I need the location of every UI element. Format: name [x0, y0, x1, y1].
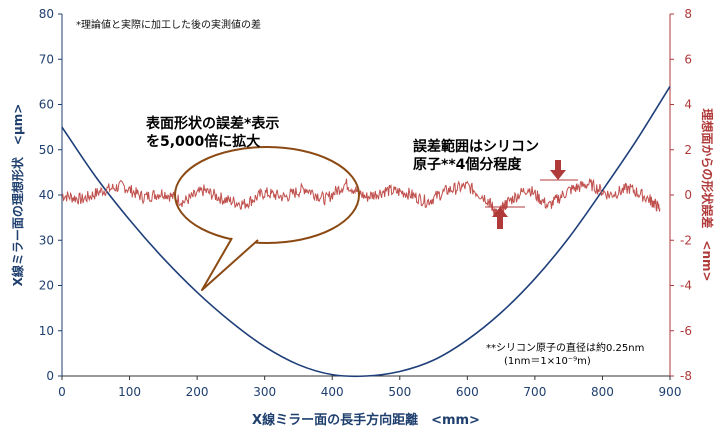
speech-bubble	[174, 146, 360, 291]
right-tick-label: -8	[680, 369, 692, 383]
left-tick-label: 20	[39, 279, 54, 293]
x-tick-label: 900	[659, 385, 682, 399]
x-tick-label: 400	[321, 385, 344, 399]
left-axis-ticks: 0 10 20 30 40 50 60 70 80	[39, 7, 62, 383]
up-arrow-icon	[492, 207, 508, 229]
x-tick-label: 800	[591, 385, 614, 399]
footnote-line-1: **シリコン原子の直径は約0.25nm	[486, 341, 644, 354]
series-ideal-shape-line	[61, 85, 671, 378]
speech-bubble-tail	[201, 237, 259, 291]
right-tick-label: 2	[684, 143, 692, 157]
right-tick-label: 0	[684, 188, 692, 202]
x-tick-label: 600	[456, 385, 479, 399]
x-tick-label: 700	[523, 385, 546, 399]
left-tick-label: 10	[39, 324, 54, 338]
top-note: *理論値と実際に加工した後の実測値の差	[76, 18, 261, 31]
left-tick-label: 30	[39, 233, 54, 247]
right-tick-label: -2	[680, 233, 692, 247]
callout-text-line-2: を5,000倍に拡大	[146, 133, 260, 150]
right-tick-label: 4	[684, 98, 692, 112]
right-tick-label: -6	[680, 324, 692, 338]
left-tick-label: 0	[46, 369, 54, 383]
left-tick-label: 60	[39, 98, 54, 112]
right-axis-title: 理想面からの形状誤差 <nm>	[700, 108, 715, 281]
x-axis-ticks: 0 100 200 300 400 500 600 700 800 900	[58, 376, 681, 399]
right-tick-label: -4	[680, 279, 692, 293]
down-arrow-icon	[550, 160, 566, 180]
range-text-line-1: 誤差範囲はシリコン	[413, 138, 539, 155]
left-tick-label: 80	[39, 7, 54, 21]
range-text-line-2: 原子**4個分程度	[413, 156, 522, 173]
callout-text-line-1: 表面形状の誤差*表示	[145, 115, 279, 132]
error-range-markers	[485, 160, 578, 229]
left-tick-label: 50	[39, 143, 54, 157]
x-tick-label: 0	[58, 385, 66, 399]
speech-bubble-ellipse	[174, 146, 360, 244]
right-tick-label: 8	[684, 7, 692, 21]
series-shape-error-line	[61, 178, 661, 217]
x-tick-label: 200	[186, 385, 209, 399]
footnote-line-2: (1nm＝1×10⁻⁹m)	[504, 356, 591, 367]
left-tick-label: 70	[39, 52, 54, 66]
left-axis-title: X線ミラー面の理想形状 <μm>	[10, 104, 25, 287]
left-tick-label: 40	[39, 188, 54, 202]
x-axis-title: X線ミラー面の長手方向距離 <mm>	[252, 412, 480, 428]
x-tick-label: 500	[388, 385, 411, 399]
right-tick-label: 6	[684, 52, 692, 66]
x-tick-label: 300	[253, 385, 276, 399]
x-tick-label: 100	[118, 385, 141, 399]
right-axis-ticks: -8 -6 -4 -2 0 2 4 6 8	[670, 7, 692, 383]
